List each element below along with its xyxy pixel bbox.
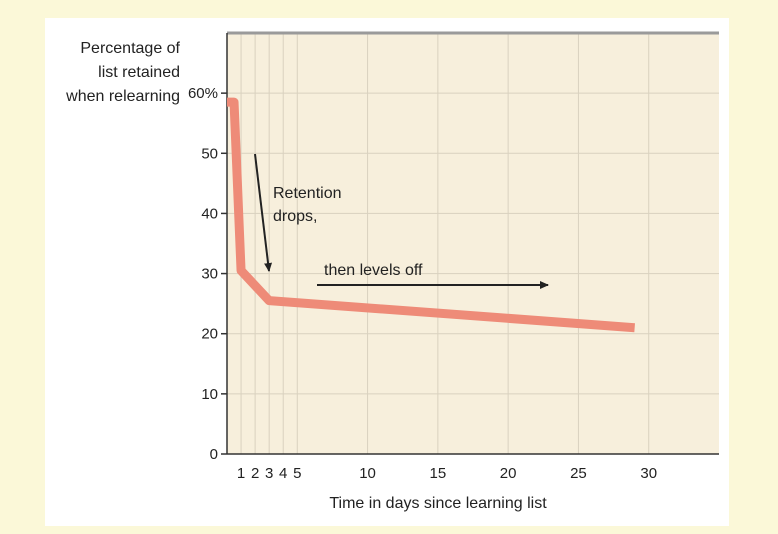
x-tick-label: 25 bbox=[570, 465, 587, 482]
y-tick-label: 30 bbox=[201, 266, 218, 283]
y-axis-label-line-2: list retained bbox=[98, 64, 180, 81]
x-tick-label: 5 bbox=[293, 465, 301, 482]
x-tick-label: 10 bbox=[359, 465, 376, 482]
drop-arrow bbox=[254, 153, 273, 272]
y-tick-label: 20 bbox=[201, 326, 218, 343]
y-tick-label: 50 bbox=[201, 145, 218, 162]
x-tick-label: 20 bbox=[500, 465, 517, 482]
y-tick-label: 60% bbox=[188, 85, 218, 102]
y-axis-label-line-1: Percentage of bbox=[80, 40, 180, 57]
retention-line bbox=[227, 97, 635, 333]
annotation-retention: Retention bbox=[273, 185, 342, 202]
x-axis-label: Time in days since learning list bbox=[329, 495, 547, 512]
annotation-levels-off: then levels off bbox=[324, 262, 423, 279]
x-tick-label: 2 bbox=[251, 465, 259, 482]
y-axis-label-line-3: when relearning bbox=[65, 88, 180, 105]
plot-area bbox=[227, 33, 719, 454]
annotation-drops: drops, bbox=[273, 208, 317, 225]
y-tick-label: 0 bbox=[210, 446, 218, 463]
y-tick-labels: 0 10 20 30 40 50 60% bbox=[188, 85, 218, 463]
x-tick-label: 1 bbox=[237, 465, 245, 482]
x-tick-label: 4 bbox=[279, 465, 287, 482]
retention-chart: 0 10 20 30 40 50 60% 1 2 3 4 5 10 15 20 25 30 Percentag… bbox=[65, 31, 719, 512]
y-tick-label: 10 bbox=[201, 386, 218, 403]
chart-figure: 0 10 20 30 40 50 60% 1 2 3 4 5 10 15 20 25 30 Percentag… bbox=[45, 18, 729, 526]
series-group bbox=[227, 97, 635, 333]
x-tick-labels: 1 2 3 4 5 10 15 20 25 30 bbox=[237, 465, 657, 482]
x-tick-label: 3 bbox=[265, 465, 273, 482]
x-tick-label: 30 bbox=[640, 465, 657, 482]
x-tick-label: 15 bbox=[430, 465, 447, 482]
y-tick-label: 40 bbox=[201, 205, 218, 222]
grid bbox=[227, 33, 719, 454]
